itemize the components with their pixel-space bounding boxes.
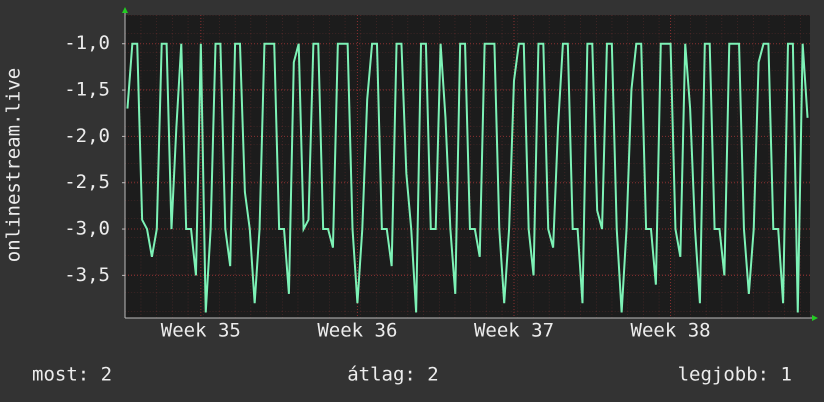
x-tick-label: Week 35 — [161, 320, 241, 342]
marks — [126, 42, 809, 313]
y-tick-label: -1,5 — [64, 79, 110, 101]
y-tick-label: -2,5 — [64, 171, 110, 193]
y-tick-label: -3,0 — [64, 218, 110, 240]
axis-arrow — [812, 315, 818, 321]
stat-label: most: 2 — [32, 364, 112, 386]
y-tick-label: -1,0 — [64, 32, 110, 54]
stat-label: legjobb: 1 — [678, 364, 792, 386]
x-tick-label: Week 36 — [317, 320, 397, 342]
x-tick-label: Week 38 — [631, 320, 711, 342]
y-tick-label: -2,0 — [64, 125, 110, 147]
data-line — [126, 42, 809, 313]
x-tick-label: Week 37 — [474, 320, 554, 342]
stat-label: átlag: 2 — [347, 364, 439, 386]
y-axis-label: onlinestream.live — [3, 68, 25, 262]
y-tick-label: -3,5 — [64, 264, 110, 286]
axis-arrow — [122, 7, 128, 13]
